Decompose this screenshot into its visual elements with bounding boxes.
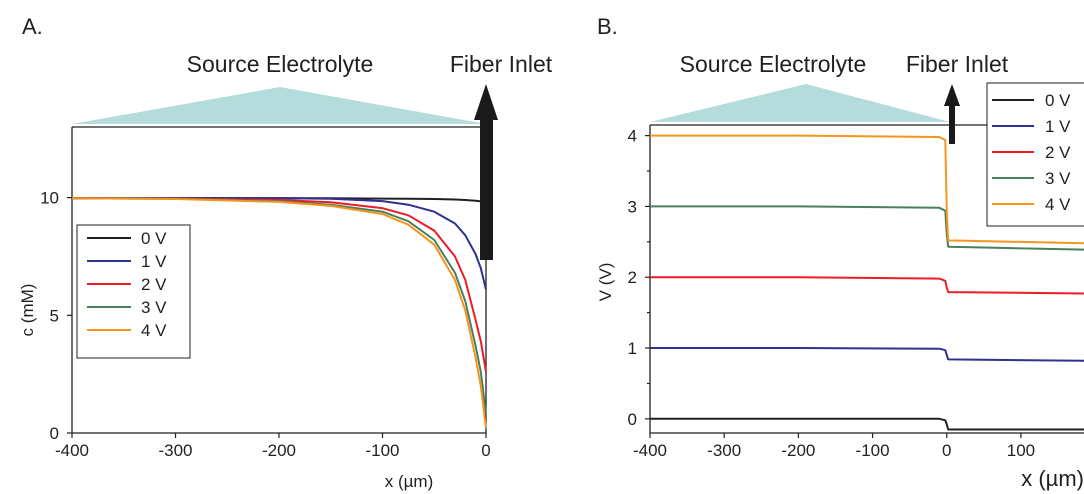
x-tick-label: 0 [942,441,951,460]
x-tick-label: 100 [1007,441,1035,460]
panel-b-legend-box [986,82,1084,227]
panel-a-letter: A. [22,14,43,39]
panel-a-legend: 0 V 1 V 2 V 3 V 4 V [76,224,191,359]
panel-a-fiber-inlet-label: Fiber Inlet [450,51,553,77]
panel-b-y-axis-title: V (V) [596,263,615,302]
y-tick-label: 5 [50,306,59,325]
panel-a-x-ticks: -400 -300 -200 -100 0 [55,433,491,460]
series-line-3v [650,205,1084,251]
panel-b: B. Source Electrolyte Fiber Inlet -400 -3… [596,14,1084,491]
y-tick-label: 4 [628,127,637,146]
x-tick-label: -100 [365,441,399,460]
panel-b-legend: 0 V 1 V 2 V 3 V 4 V [986,82,1084,227]
series-line-4v [71,197,487,429]
y-tick-label: 0 [50,424,59,443]
panel-a-source-electrolyte-triangle [72,87,486,124]
legend-label: 0 V [141,229,167,248]
panel-a-source-electrolyte-label: Source Electrolyte [187,51,374,77]
x-tick-label: -200 [262,441,296,460]
legend-label: 4 V [1045,195,1071,214]
series-line-2v [650,276,1084,295]
panel-b-fiber-inlet-label: Fiber Inlet [906,51,1009,77]
panel-a-legend-box [76,224,191,359]
y-tick-label: 3 [628,197,637,216]
panel-b-series [650,134,1084,431]
series-line-0v [650,417,1084,431]
x-tick-label: -400 [55,441,89,460]
legend-label: 3 V [141,298,167,317]
x-tick-label: 0 [481,441,490,460]
panel-a: A. Source Electrolyte Fiber Inlet -400 -3… [18,14,553,491]
panel-b-fiber-inlet-arrow [944,84,960,144]
panel-a-y-ticks: 0 5 10 [40,189,72,443]
legend-label: 2 V [1045,143,1071,162]
panel-b-source-electrolyte-triangle [650,84,950,122]
series-line-1v [71,197,487,290]
panel-b-source-electrolyte-label: Source Electrolyte [680,51,867,77]
legend-label: 4 V [141,321,167,340]
x-tick-label: -300 [707,441,741,460]
panel-b-letter: B. [597,14,618,39]
y-tick-label: 10 [40,189,59,208]
series-line-1v [650,347,1084,362]
x-tick-label: -400 [633,441,667,460]
panel-a-x-axis-title: x (µm) [385,472,434,491]
legend-label: 2 V [141,275,167,294]
series-line-4v [650,134,1084,245]
legend-label: 1 V [1045,117,1071,136]
legend-label: 1 V [141,252,167,271]
y-tick-label: 2 [628,268,637,287]
panel-a-fiber-inlet-arrow [474,84,498,260]
x-tick-label: -300 [158,441,192,460]
y-tick-label: 0 [628,410,637,429]
panel-a-series [71,197,487,429]
panel-b-x-ticks: -400 -300 -200 -100 0 100 [633,433,1035,460]
panel-b-x-axis-title: x (µm) [1021,466,1084,491]
y-tick-label: 1 [628,339,637,358]
panel-b-y-ticks: 0 1 2 3 4 [628,127,650,429]
x-tick-label: -100 [856,441,890,460]
x-tick-label: -200 [781,441,815,460]
legend-label: 0 V [1045,91,1071,110]
legend-label: 3 V [1045,169,1071,188]
panel-a-y-axis-title: c (mM) [18,284,37,337]
